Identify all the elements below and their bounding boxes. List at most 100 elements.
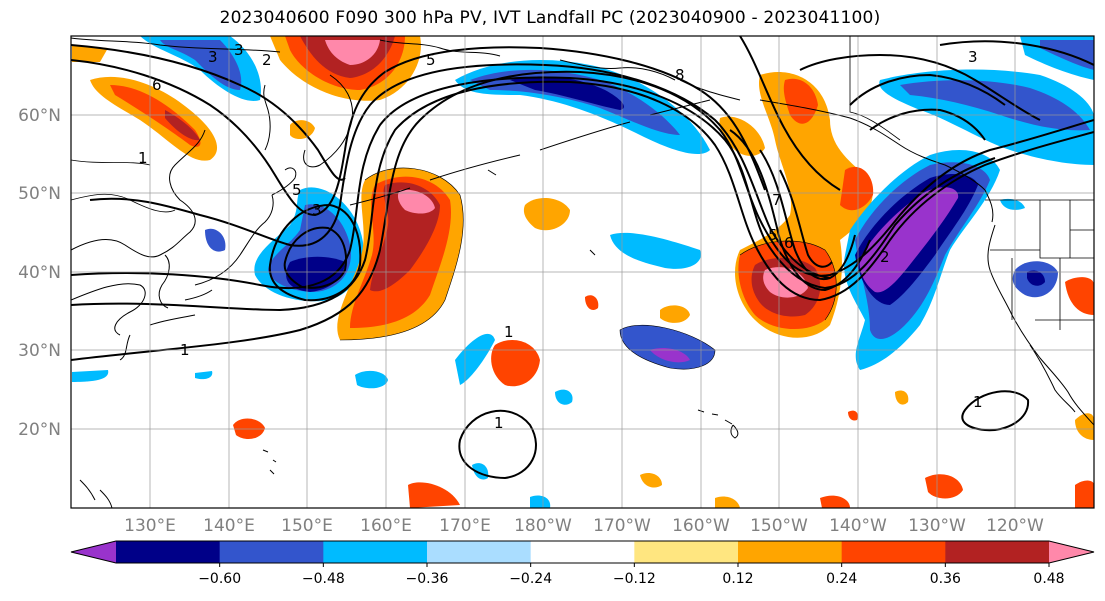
negative-anomaly-small-q [1000, 198, 1025, 210]
lon-label: 170°W [593, 516, 651, 536]
positive-anomaly-nw-core [110, 85, 201, 147]
negative-anomaly-small-f [620, 325, 715, 370]
contour-label: 6 [152, 76, 162, 94]
negative-anomaly-aleutian-core [510, 76, 625, 110]
pv-contour-ridge-a [799, 53, 1041, 121]
colorbar-ticks: −0.60 −0.48 −0.36 −0.24 −0.12 0.12 0.24 0.36 0.4… [198, 563, 1065, 587]
colorbar-extend-high [1049, 541, 1094, 563]
negative-anomaly-ne-mid [900, 80, 1090, 131]
lon-label: 140°W [829, 516, 887, 536]
contour-label: 1 [180, 341, 190, 359]
colorbar-tick-label: 0.24 [826, 571, 857, 587]
positive-anomaly-small-b [523, 198, 570, 231]
lon-label: 120°W [986, 516, 1044, 536]
pv-contour-5 [71, 46, 766, 217]
contour-label: 3 [208, 48, 218, 66]
positive-anomaly-small-g [660, 305, 690, 323]
lat-label: 60°N [18, 106, 61, 126]
contour-label: 6 [784, 234, 794, 252]
pv-contour-ridge-c [869, 108, 986, 141]
positive-anomaly-n-peak [325, 40, 380, 65]
positive-anomaly-se-3 [1075, 480, 1094, 508]
negative-anomaly-small-m [555, 389, 573, 405]
colorbar-tick-label: −0.48 [302, 571, 345, 587]
lat-label: 50°N [18, 184, 61, 204]
lon-label: 150°W [750, 516, 808, 536]
lon-label: 150°E [281, 516, 333, 536]
coastline-aleutians [349, 99, 711, 206]
contour-label: 1 [138, 149, 148, 167]
boundary-alaska-canada [849, 36, 901, 141]
contour-label: 5 [292, 181, 302, 199]
colorbar: −0.60 −0.48 −0.36 −0.24 −0.12 0.12 0.24 0.36 0.4… [70, 540, 1095, 587]
negative-anomaly-aleutian-mid [470, 69, 680, 135]
positive-anomaly-east-right [840, 166, 874, 211]
pv-contours [71, 36, 1094, 480]
positive-anomaly-east-upper [783, 78, 818, 124]
colorbar-extend-low [71, 541, 116, 563]
contour-label: 5 [768, 226, 778, 244]
pv-contour-closed-1 [458, 409, 537, 480]
negative-anomaly-small-h [355, 370, 388, 389]
contour-label: 2 [880, 248, 890, 266]
map-title: 2023040600 F090 300 hPa PV, IVT Landfall… [219, 8, 881, 28]
colorbar-tick-label: −0.12 [613, 571, 656, 587]
negative-anomaly-small-r-core [1027, 270, 1045, 286]
negative-anomaly-small-f-core [650, 348, 690, 363]
positive-anomaly-small-x [848, 410, 858, 421]
coastline-islands-c [487, 169, 596, 256]
latitude-labels: 60°N 50°N 40°N 30°N 20°N [18, 106, 61, 440]
coastline-baja [1029, 344, 1076, 413]
coastline-sakhalin [263, 84, 271, 151]
shading-outlines [339, 167, 837, 370]
contour-label: 2 [262, 51, 272, 69]
outline-central [339, 167, 464, 341]
pv-contour-ridge-b [849, 73, 1006, 106]
positive-anomaly-small-d [491, 340, 540, 387]
colorbar-tick-label: 0.36 [930, 571, 961, 587]
negative-anomaly-small-o [205, 228, 226, 252]
negative-anomaly-small-k [72, 370, 109, 382]
positive-anomaly-nw-strip [72, 45, 108, 62]
coastline-alaska-gulf [759, 99, 986, 191]
lon-label: 130°W [908, 516, 966, 536]
pv-contour-trough-a [729, 129, 871, 292]
positive-anomaly-small-w [895, 390, 909, 405]
colorbar-tick-label: −0.36 [406, 571, 449, 587]
pv-contour-closed-2 [961, 390, 1030, 432]
colorbar-tick-label: −0.24 [509, 571, 552, 587]
outline-east [739, 240, 837, 321]
positive-anomaly-small-n [585, 295, 599, 310]
map-frame [70, 35, 1095, 509]
positive-anomaly-small-s [925, 474, 963, 499]
outline-small-f [619, 324, 716, 370]
lon-label: 160°W [672, 516, 730, 536]
lon-label: 140°E [203, 516, 255, 536]
pv-contour-ridge-d [939, 40, 1094, 66]
boundary-states-a [1039, 200, 1094, 259]
colorbar-segment [945, 541, 1050, 563]
contour-label: 1 [973, 393, 983, 411]
coastline-islands-a [262, 449, 277, 475]
negative-anomaly-small-y [530, 495, 551, 508]
colorbar-tick-label: 0.12 [722, 571, 753, 587]
contour-label: 3 [234, 41, 244, 59]
colorbar-tick-label: 0.48 [1033, 571, 1064, 587]
coastline-asia [71, 129, 206, 361]
pv-contour-6 [71, 44, 346, 181]
coastline-siberia-north [71, 37, 501, 57]
pv-contour-trough-b [759, 149, 856, 280]
pv-contour-cutoff-b [283, 226, 347, 289]
positive-anomaly-small-j [408, 482, 460, 508]
negative-anomaly-small-l [195, 371, 213, 380]
positive-anomaly-central-peak [397, 189, 435, 214]
boundary-states-c [1069, 200, 1094, 258]
contour-label: 3 [312, 201, 322, 219]
lat-label: 30°N [18, 341, 61, 361]
colorbar-segment [738, 541, 843, 563]
pv-contour-ridge-e [739, 36, 841, 191]
contour-label: 1 [504, 323, 514, 341]
contour-label: 1 [494, 414, 504, 432]
colorbar-segment [219, 541, 324, 563]
contour-label: 3 [968, 48, 978, 66]
